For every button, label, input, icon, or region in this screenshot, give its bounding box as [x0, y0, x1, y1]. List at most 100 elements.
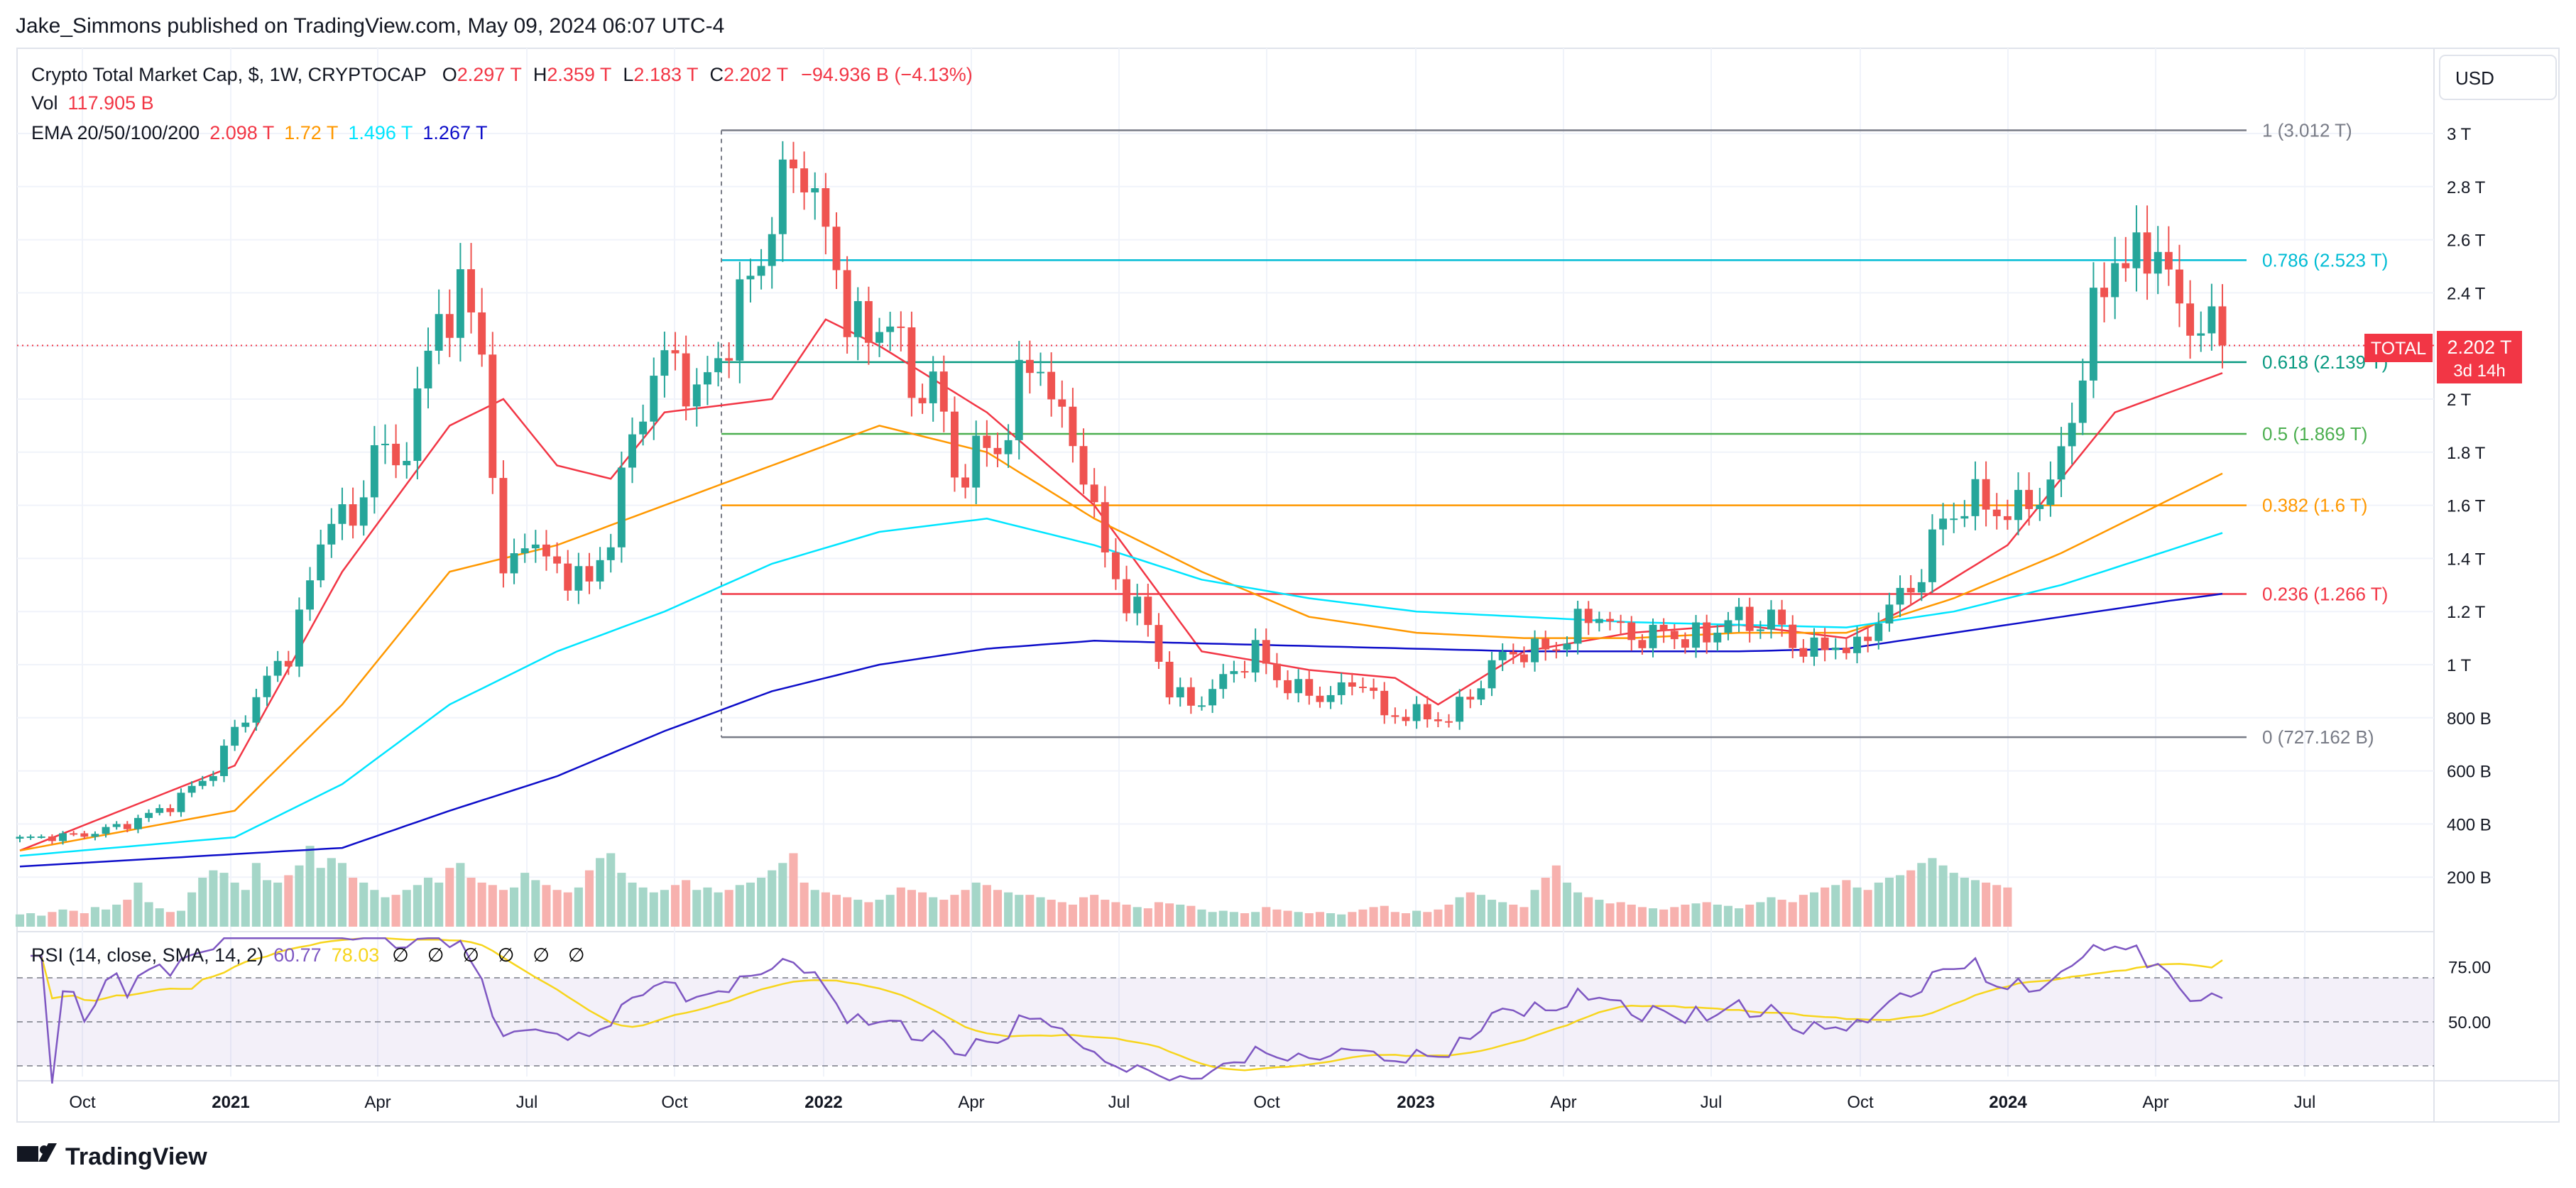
candle-body[interactable] — [907, 327, 916, 398]
candle-body[interactable] — [972, 435, 981, 488]
candle-body[interactable] — [1681, 639, 1689, 648]
candle-body[interactable] — [1853, 636, 1861, 653]
candle-body[interactable] — [1713, 632, 1722, 643]
candle-body[interactable] — [166, 808, 175, 812]
candle-body[interactable] — [1079, 446, 1088, 485]
candle-body[interactable] — [2176, 269, 2183, 304]
candle-body[interactable] — [392, 443, 400, 466]
candle-body[interactable] — [553, 556, 562, 564]
candle-body[interactable] — [875, 332, 883, 343]
candle-body[interactable] — [1165, 661, 1174, 698]
candle-body[interactable] — [1477, 688, 1485, 700]
candle-body[interactable] — [1305, 679, 1314, 696]
candle-body[interactable] — [1552, 649, 1561, 651]
candle-body[interactable] — [703, 372, 711, 385]
candle-body[interactable] — [1885, 604, 1894, 624]
candle-body[interactable] — [1541, 638, 1550, 650]
candle-body[interactable] — [1069, 406, 1077, 447]
candle-body[interactable] — [1982, 479, 1990, 510]
candle-body[interactable] — [1874, 623, 1883, 641]
candle-body[interactable] — [1123, 579, 1131, 614]
candle-body[interactable] — [1434, 719, 1442, 721]
candle-body[interactable] — [1348, 682, 1356, 687]
candle-body[interactable] — [510, 553, 518, 574]
candle-body[interactable] — [1090, 484, 1098, 503]
candle-body[interactable] — [1960, 516, 1969, 519]
candle-body[interactable] — [542, 544, 550, 557]
candle-body[interactable] — [123, 824, 131, 829]
candle-body[interactable] — [1617, 621, 1625, 623]
candle-body[interactable] — [983, 435, 991, 448]
candle-body[interactable] — [48, 836, 56, 841]
candle-body[interactable] — [993, 447, 1002, 454]
candle-body[interactable] — [112, 824, 121, 827]
candle-body[interactable] — [1864, 636, 1872, 641]
candle-body[interactable] — [832, 227, 841, 271]
candle-body[interactable] — [2154, 251, 2162, 274]
candle-body[interactable] — [1326, 694, 1335, 702]
candle-body[interactable] — [1939, 518, 1948, 530]
candle-body[interactable] — [413, 388, 422, 462]
candle-body[interactable] — [1284, 680, 1292, 694]
candle-body[interactable] — [26, 836, 35, 839]
candle-body[interactable] — [822, 188, 830, 227]
candle-body[interactable] — [489, 354, 497, 479]
candle-body[interactable] — [1573, 609, 1582, 644]
candle-body[interactable] — [1488, 660, 1496, 689]
candle-body[interactable] — [800, 168, 809, 192]
candle-body[interactable] — [1584, 609, 1593, 623]
candle-body[interactable] — [435, 314, 443, 351]
candle-body[interactable] — [2122, 263, 2130, 268]
candle-body[interactable] — [1810, 637, 1818, 657]
candle-body[interactable] — [1316, 695, 1324, 702]
candle-body[interactable] — [692, 384, 701, 407]
candle-body[interactable] — [102, 827, 110, 834]
candle-body[interactable] — [1380, 690, 1389, 716]
candle-body[interactable] — [778, 159, 787, 234]
candle-body[interactable] — [70, 833, 78, 835]
candle-body[interactable] — [843, 270, 851, 337]
candle-body[interactable] — [1735, 606, 1743, 621]
candle-body[interactable] — [606, 547, 615, 560]
candle-body[interactable] — [1025, 359, 1034, 374]
candle-body[interactable] — [91, 834, 99, 837]
candle-body[interactable] — [1402, 716, 1410, 721]
candle-body[interactable] — [295, 609, 303, 667]
candle-body[interactable] — [2057, 446, 2065, 480]
candle-body[interactable] — [37, 836, 45, 838]
candle-body[interactable] — [2046, 479, 2055, 506]
candle-body[interactable] — [918, 398, 927, 403]
candle-body[interactable] — [155, 808, 164, 813]
candle-body[interactable] — [1896, 587, 1904, 605]
candle-body[interactable] — [790, 159, 797, 169]
rsi-pane[interactable]: 75.00 50.00 — [17, 937, 2491, 1084]
candle-body[interactable] — [1842, 647, 1850, 653]
candle-body[interactable] — [897, 326, 905, 328]
candle-body[interactable] — [1133, 596, 1142, 614]
candle-body[interactable] — [1595, 618, 1603, 623]
candle-body[interactable] — [628, 434, 636, 468]
candle-body[interactable] — [220, 746, 228, 776]
candle-body[interactable] — [1391, 715, 1399, 717]
candle-body[interactable] — [671, 350, 680, 354]
candle-body[interactable] — [198, 780, 207, 786]
candle-body[interactable] — [2132, 232, 2141, 268]
candle-body[interactable] — [1789, 624, 1797, 648]
candle-body[interactable] — [617, 467, 626, 547]
candle-body[interactable] — [1778, 609, 1786, 625]
candle-body[interactable] — [1144, 596, 1152, 626]
candle-body[interactable] — [273, 660, 282, 676]
candle-body[interactable] — [187, 785, 196, 793]
legend-volume[interactable]: Vol 117.905 B — [31, 92, 154, 114]
candle-body[interactable] — [177, 792, 185, 812]
candle-body[interactable] — [1627, 622, 1636, 641]
candle-body[interactable] — [1745, 606, 1754, 631]
candle-body[interactable] — [531, 544, 540, 549]
candle-body[interactable] — [1423, 704, 1431, 720]
candle-body[interactable] — [338, 504, 346, 524]
candle-body[interactable] — [1198, 705, 1206, 707]
candle-body[interactable] — [2207, 306, 2216, 334]
candle-body[interactable] — [1971, 479, 1980, 516]
candle-body[interactable] — [564, 563, 572, 591]
candle-body[interactable] — [1219, 674, 1228, 690]
